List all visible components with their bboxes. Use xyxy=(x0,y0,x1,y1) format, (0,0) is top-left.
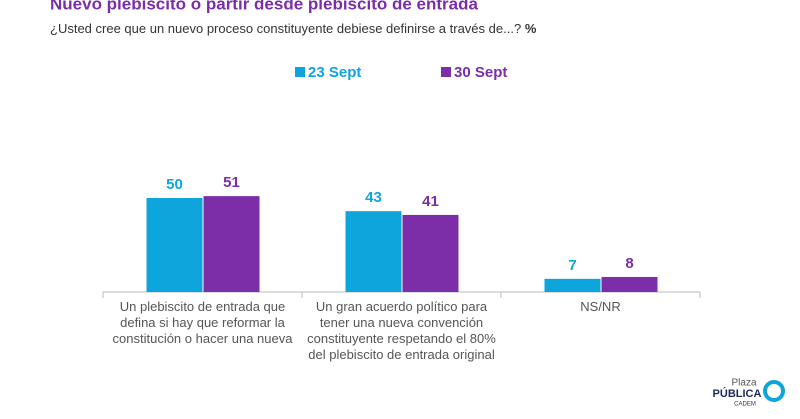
value-label: 8 xyxy=(625,255,633,272)
value-label: 7 xyxy=(568,257,576,274)
value-label: 51 xyxy=(223,174,240,191)
logo-icon xyxy=(763,380,785,402)
legend-label: 30 Sept xyxy=(454,64,507,81)
bar xyxy=(544,278,601,292)
logo: Plaza PÚBLICA CADEM xyxy=(713,378,785,408)
chart-title: Nuevo plebiscito o partir desde plebisci… xyxy=(50,0,478,13)
logo-sub: CADEM xyxy=(734,402,756,408)
value-label: 43 xyxy=(365,189,382,206)
bar xyxy=(601,276,658,292)
unit: % xyxy=(525,21,537,36)
value-label: 50 xyxy=(166,176,183,193)
x-tick-label: NS/NR xyxy=(580,299,621,314)
bar xyxy=(146,198,203,292)
x-tick-label: Un gran acuerdo político para tener una … xyxy=(307,299,496,362)
legend-swatch xyxy=(295,67,305,77)
logo-top: Plaza xyxy=(731,378,756,389)
legend-swatch xyxy=(441,67,451,77)
bar xyxy=(345,211,402,292)
subtitle: ¿Usted cree que un nuevo proceso constit… xyxy=(50,21,537,36)
bar xyxy=(203,196,260,292)
x-tick-label: Un plebiscito de entrada que defina si h… xyxy=(112,299,293,346)
bar xyxy=(402,214,459,292)
legend-label: 23 Sept xyxy=(308,64,361,81)
value-label: 41 xyxy=(422,193,439,210)
logo-main: PÚBLICA xyxy=(713,387,762,400)
subtitle-text: ¿Usted cree que un nuevo proceso constit… xyxy=(50,21,521,36)
